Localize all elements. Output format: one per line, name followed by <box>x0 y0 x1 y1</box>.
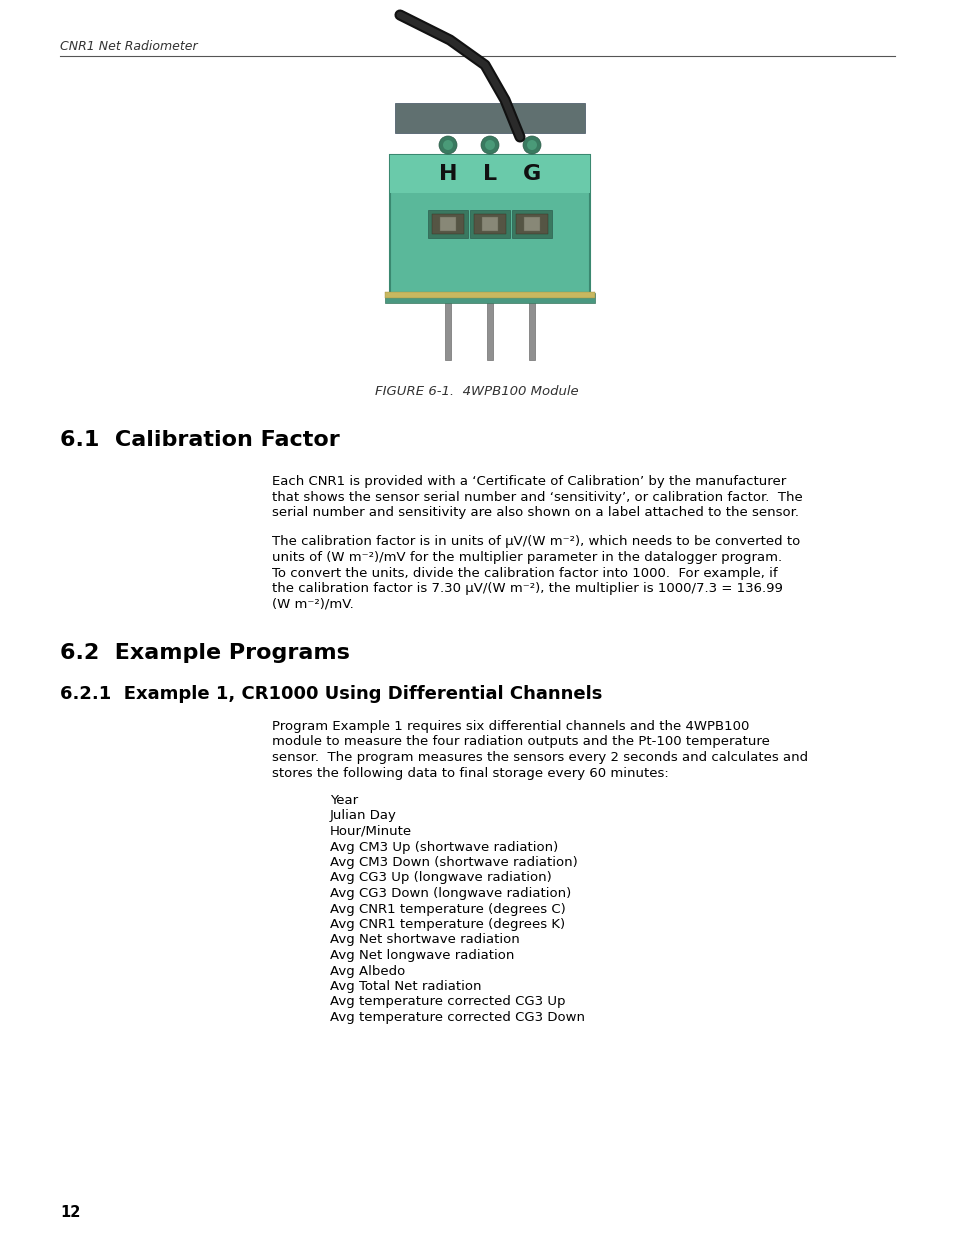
Text: units of (W m⁻²)/mV for the multiplier parameter in the datalogger program.: units of (W m⁻²)/mV for the multiplier p… <box>272 551 781 564</box>
Text: that shows the sensor serial number and ‘sensitivity’, or calibration factor.  T: that shows the sensor serial number and … <box>272 490 801 504</box>
Text: G: G <box>522 164 540 184</box>
Bar <box>390 156 589 193</box>
Text: sensor.  The program measures the sensors every 2 seconds and calculates and: sensor. The program measures the sensors… <box>272 751 807 764</box>
Circle shape <box>484 140 495 149</box>
Text: Avg temperature corrected CG3 Down: Avg temperature corrected CG3 Down <box>330 1011 584 1024</box>
Text: The calibration factor is in units of μV/(W m⁻²), which needs to be converted to: The calibration factor is in units of μV… <box>272 536 800 548</box>
Bar <box>486 295 493 359</box>
Bar <box>439 217 456 231</box>
Bar <box>512 210 552 238</box>
Text: H: H <box>438 164 456 184</box>
Text: L: L <box>482 164 497 184</box>
Text: Program Example 1 requires six differential channels and the 4WPB100: Program Example 1 requires six different… <box>272 720 749 734</box>
Circle shape <box>522 136 540 154</box>
Bar <box>395 103 584 133</box>
Bar <box>474 214 505 233</box>
Text: Avg CM3 Up (shortwave radiation): Avg CM3 Up (shortwave radiation) <box>330 841 558 853</box>
Text: Julian Day: Julian Day <box>330 809 396 823</box>
Bar <box>432 214 463 233</box>
Bar <box>481 217 497 231</box>
Text: 6.2.1  Example 1, CR1000 Using Differential Channels: 6.2.1 Example 1, CR1000 Using Differenti… <box>60 685 601 703</box>
Text: Avg CNR1 temperature (degrees K): Avg CNR1 temperature (degrees K) <box>330 918 564 931</box>
Text: Avg Net shortwave radiation: Avg Net shortwave radiation <box>330 934 519 946</box>
Text: the calibration factor is 7.30 μV/(W m⁻²), the multiplier is 1000/7.3 = 136.99: the calibration factor is 7.30 μV/(W m⁻²… <box>272 582 782 595</box>
Bar <box>516 214 547 233</box>
Bar <box>428 210 468 238</box>
Text: FIGURE 6-1.  4WPB100 Module: FIGURE 6-1. 4WPB100 Module <box>375 385 578 398</box>
Text: Each CNR1 is provided with a ‘Certificate of Calibration’ by the manufacturer: Each CNR1 is provided with a ‘Certificat… <box>272 475 785 488</box>
Text: Avg CNR1 temperature (degrees C): Avg CNR1 temperature (degrees C) <box>330 903 565 915</box>
Text: Avg Albedo: Avg Albedo <box>330 965 405 977</box>
Bar <box>385 293 595 303</box>
Text: Avg CM3 Down (shortwave radiation): Avg CM3 Down (shortwave radiation) <box>330 856 578 869</box>
Bar <box>529 295 535 359</box>
Circle shape <box>526 140 537 149</box>
Circle shape <box>480 136 498 154</box>
Bar <box>390 156 589 295</box>
Bar <box>470 210 510 238</box>
Text: serial number and sensitivity are also shown on a label attached to the sensor.: serial number and sensitivity are also s… <box>272 506 799 519</box>
Text: 6.1  Calibration Factor: 6.1 Calibration Factor <box>60 430 339 450</box>
Text: Avg CG3 Down (longwave radiation): Avg CG3 Down (longwave radiation) <box>330 887 571 900</box>
Text: 6.2  Example Programs: 6.2 Example Programs <box>60 643 350 663</box>
Text: stores the following data to final storage every 60 minutes:: stores the following data to final stora… <box>272 767 668 779</box>
Bar <box>523 217 539 231</box>
Text: CNR1 Net Radiometer: CNR1 Net Radiometer <box>60 40 197 53</box>
Bar <box>444 295 451 359</box>
Circle shape <box>442 140 453 149</box>
Text: Hour/Minute: Hour/Minute <box>330 825 412 839</box>
Text: (W m⁻²)/mV.: (W m⁻²)/mV. <box>272 598 354 610</box>
Circle shape <box>438 136 456 154</box>
Text: Avg CG3 Up (longwave radiation): Avg CG3 Up (longwave radiation) <box>330 872 551 884</box>
Text: Avg Total Net radiation: Avg Total Net radiation <box>330 981 481 993</box>
Bar <box>385 291 595 298</box>
Text: Avg temperature corrected CG3 Up: Avg temperature corrected CG3 Up <box>330 995 565 1009</box>
Text: Avg Net longwave radiation: Avg Net longwave radiation <box>330 948 514 962</box>
Text: 12: 12 <box>60 1205 80 1220</box>
Text: Year: Year <box>330 794 357 806</box>
Text: To convert the units, divide the calibration factor into 1000.  For example, if: To convert the units, divide the calibra… <box>272 567 777 579</box>
Text: module to measure the four radiation outputs and the Pt-100 temperature: module to measure the four radiation out… <box>272 736 769 748</box>
